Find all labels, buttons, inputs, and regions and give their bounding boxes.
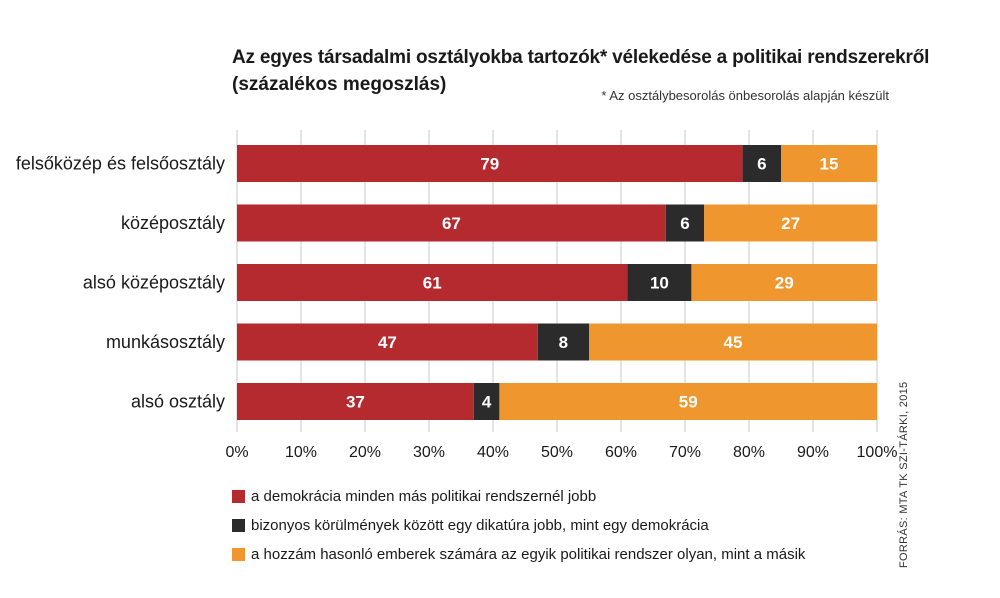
bar-segment <box>627 264 692 301</box>
legend-swatch-indifferent <box>232 548 245 561</box>
data-label: 8 <box>559 333 568 352</box>
x-tick-label: 100% <box>857 444 898 461</box>
bar-segment <box>237 204 666 242</box>
x-tick-label: 0% <box>225 444 248 461</box>
data-label: 37 <box>346 393 365 412</box>
bar-segment <box>537 323 589 361</box>
legend-item-democracy: a demokrácia minden más politikai rendsz… <box>232 482 805 511</box>
data-label: 15 <box>820 155 839 174</box>
bar-segment <box>781 145 877 182</box>
bar-segment <box>704 204 877 242</box>
category-label: munkásosztály <box>106 332 225 352</box>
legend-item-dictatorship: bizonyos körülmények között egy dikatúra… <box>232 511 805 540</box>
data-label: 10 <box>650 274 669 293</box>
data-label: 47 <box>378 333 397 352</box>
x-tick-label: 80% <box>733 444 765 461</box>
category-label: felsőközép és felsőosztály <box>16 154 225 174</box>
chart-subtitle: (százalékos megoszlás) <box>232 74 447 95</box>
chart-title: Az egyes társadalmi osztályokba tartozók… <box>232 47 930 68</box>
source-note: FORRÁS: MTA TK SZI-TÁRKI, 2015 <box>898 381 910 568</box>
bar-segment <box>691 264 877 301</box>
x-tick-label: 50% <box>541 444 573 461</box>
data-label: 59 <box>679 393 698 412</box>
bar-segment <box>237 323 538 361</box>
x-tick-label: 70% <box>669 444 701 461</box>
data-label: 27 <box>781 214 800 233</box>
legend-label-indifferent: a hozzám hasonló emberek számára az egyi… <box>251 546 806 563</box>
x-tick-label: 20% <box>349 444 381 461</box>
bar-segment <box>473 383 500 420</box>
legend-swatch-dictatorship <box>232 519 245 532</box>
data-label: 45 <box>724 333 743 352</box>
legend-item-indifferent: a hozzám hasonló emberek számára az egyi… <box>232 540 805 569</box>
data-label: 6 <box>680 214 689 233</box>
category-label: alsó osztály <box>131 392 225 412</box>
bar-segment <box>237 383 474 420</box>
bar-segment <box>665 204 705 242</box>
x-tick-label: 10% <box>285 444 317 461</box>
category-label: alsó középosztály <box>83 273 225 293</box>
data-label: 4 <box>482 393 492 412</box>
chart-legend: a demokrácia minden más politikai rendsz… <box>232 482 805 569</box>
bar-segment <box>499 383 877 420</box>
legend-swatch-democracy <box>232 490 245 503</box>
bar-segment <box>589 323 877 361</box>
x-tick-label: 30% <box>413 444 445 461</box>
x-tick-label: 90% <box>797 444 829 461</box>
data-label: 29 <box>775 274 794 293</box>
bar-segment <box>237 145 743 182</box>
bar-segment <box>742 145 781 182</box>
legend-label-democracy: a demokrácia minden más politikai rendsz… <box>251 488 597 505</box>
x-tick-label: 60% <box>605 444 637 461</box>
data-label: 67 <box>442 214 461 233</box>
legend-label-dictatorship: bizonyos körülmények között egy dikatúra… <box>251 517 709 534</box>
x-tick-label: 40% <box>477 444 509 461</box>
data-label: 6 <box>757 155 766 174</box>
data-label: 79 <box>480 155 499 174</box>
bar-segment <box>237 264 628 301</box>
chart-footnote: * Az osztálybesorolás önbesorolás alapjá… <box>601 88 889 103</box>
data-label: 61 <box>423 274 442 293</box>
category-label: középosztály <box>121 213 225 233</box>
